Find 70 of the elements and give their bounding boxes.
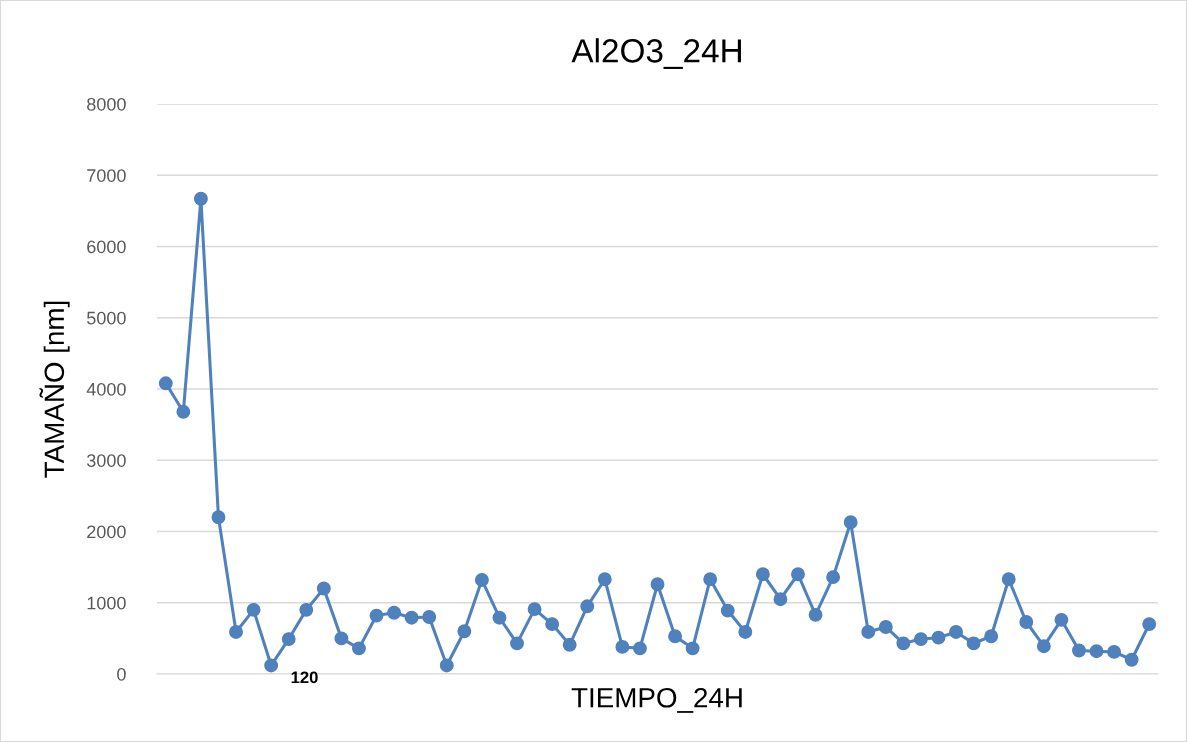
chart-title: Al2O3_24H bbox=[571, 38, 741, 69]
point bbox=[246, 602, 261, 617]
y-tick-label: 3000 bbox=[86, 454, 126, 467]
point bbox=[387, 605, 402, 620]
point bbox=[755, 567, 770, 582]
point bbox=[1036, 639, 1051, 654]
point bbox=[650, 577, 665, 592]
point bbox=[1001, 572, 1016, 587]
point bbox=[931, 630, 946, 645]
point bbox=[597, 572, 612, 587]
point bbox=[352, 641, 366, 656]
point bbox=[193, 191, 208, 206]
point bbox=[791, 567, 805, 582]
point bbox=[1054, 612, 1069, 627]
point bbox=[843, 515, 858, 530]
point bbox=[1089, 644, 1104, 659]
y-tick-label: 5000 bbox=[87, 311, 126, 325]
point bbox=[334, 631, 349, 646]
point bbox=[545, 617, 560, 632]
point bbox=[211, 510, 226, 525]
point bbox=[685, 641, 700, 656]
point bbox=[808, 607, 823, 622]
point bbox=[913, 632, 928, 647]
point bbox=[369, 608, 384, 623]
point bbox=[1019, 615, 1034, 629]
y-tick-label: 7000 bbox=[87, 169, 126, 182]
point bbox=[176, 404, 191, 419]
point bbox=[861, 625, 876, 639]
point bbox=[422, 610, 437, 624]
point bbox=[826, 570, 841, 585]
point bbox=[562, 637, 577, 652]
point bbox=[773, 592, 788, 607]
point bbox=[439, 658, 454, 673]
point bbox=[615, 639, 630, 654]
point bbox=[1124, 652, 1139, 667]
point bbox=[158, 376, 173, 391]
point bbox=[1072, 643, 1086, 658]
point bbox=[1142, 617, 1157, 632]
y-tick-label: 6000 bbox=[87, 240, 126, 254]
point bbox=[703, 572, 718, 587]
point bbox=[632, 641, 647, 656]
point bbox=[1107, 644, 1122, 659]
point bbox=[457, 624, 472, 639]
point bbox=[299, 602, 314, 617]
data-label: 120 bbox=[291, 671, 318, 684]
point bbox=[474, 573, 489, 587]
point bbox=[966, 636, 981, 651]
y-tick-label: 4000 bbox=[86, 382, 126, 396]
point bbox=[738, 625, 753, 639]
y-tick-label: 0 bbox=[117, 667, 126, 681]
point bbox=[281, 632, 296, 647]
point bbox=[264, 658, 279, 673]
point bbox=[580, 599, 595, 614]
point bbox=[404, 610, 419, 625]
point bbox=[229, 625, 243, 639]
point bbox=[668, 629, 683, 644]
x-axis-title: TIEMPO_24H bbox=[571, 687, 742, 713]
y-axis-title: TAMAÑO [nm] bbox=[39, 301, 70, 478]
point bbox=[720, 603, 735, 618]
point bbox=[984, 629, 999, 644]
y-tick-label: 1000 bbox=[87, 596, 126, 610]
point bbox=[896, 636, 911, 651]
point bbox=[949, 625, 963, 639]
y-tick-label: 8000 bbox=[87, 97, 126, 111]
point bbox=[878, 620, 893, 634]
point bbox=[492, 610, 507, 625]
point bbox=[316, 581, 331, 596]
point bbox=[510, 636, 524, 651]
y-tick-label: 2000 bbox=[87, 525, 126, 539]
point bbox=[527, 602, 542, 617]
